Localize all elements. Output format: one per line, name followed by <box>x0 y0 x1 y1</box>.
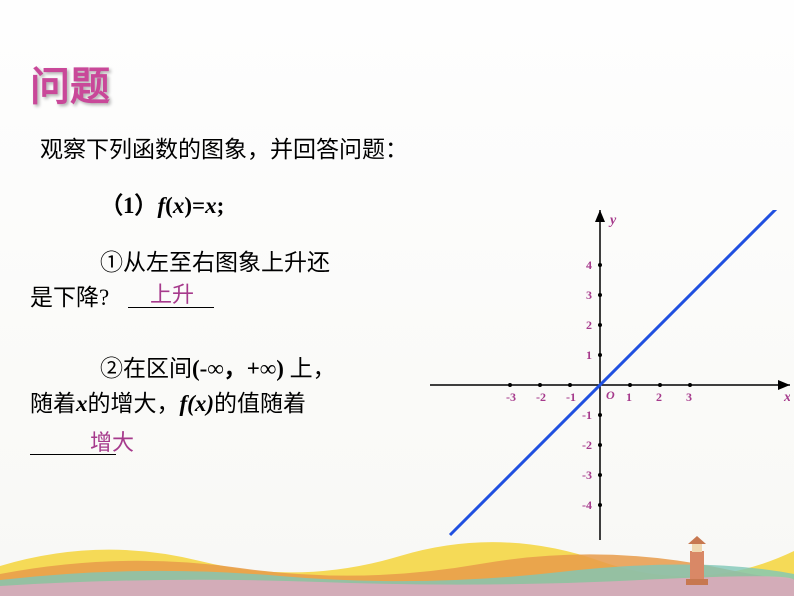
q2-l2b: 的增大， <box>88 391 180 416</box>
answer-2: 增大 <box>90 425 134 457</box>
coordinate-chart: x y O -3 -2 -1 1 2 3 1 2 3 4 -1 -2 -3 -4 <box>430 210 790 540</box>
svg-text:-1: -1 <box>566 390 576 404</box>
svg-text:1: 1 <box>626 390 632 404</box>
q1-l2: 是下降? <box>30 285 109 310</box>
question-2: ②在区间(-∞，+∞) 上， 随着x的增大，f(x)的值随着 <box>100 352 460 421</box>
svg-text:-2: -2 <box>582 438 592 452</box>
function-definition: （1）f(x)=x; <box>100 186 224 220</box>
q2-interval: (-∞，+∞) <box>192 356 284 381</box>
func-num: （1） <box>100 193 158 218</box>
q2-a: ②在区间 <box>100 356 192 381</box>
q2-l2c: 的值随着 <box>214 391 306 416</box>
svg-text:-3: -3 <box>582 468 592 482</box>
q2-px: (x) <box>187 391 214 416</box>
answer-1: 上升 <box>150 277 194 309</box>
svg-text:2: 2 <box>656 390 662 404</box>
svg-text:2: 2 <box>586 318 592 332</box>
svg-text:3: 3 <box>686 390 692 404</box>
svg-text:3: 3 <box>586 288 592 302</box>
svg-text:-2: -2 <box>536 390 546 404</box>
svg-text:1: 1 <box>586 348 592 362</box>
svg-text:4: 4 <box>586 258 592 272</box>
svg-text:-3: -3 <box>506 390 516 404</box>
q2-x: x <box>76 391 88 416</box>
q2-c: 上， <box>284 356 336 381</box>
func-eq: )= <box>184 193 205 218</box>
svg-text:x: x <box>783 390 790 405</box>
decorative-wave <box>0 526 794 596</box>
svg-text:-1: -1 <box>582 408 592 422</box>
func-x: x <box>173 193 185 218</box>
question-1: ①从左至右图象上升还 是下降? <box>100 246 420 315</box>
underline-2 <box>30 454 116 455</box>
svg-text:y: y <box>608 213 617 228</box>
underline-1 <box>128 307 214 308</box>
svg-text:O: O <box>606 388 615 402</box>
func-rhs: x <box>205 193 217 218</box>
page-title: 问题 <box>30 54 110 112</box>
func-paren1: ( <box>165 193 173 218</box>
intro-text: 观察下列函数的图象，并回答问题： <box>40 130 408 164</box>
q2-l2a: 随着 <box>30 391 76 416</box>
svg-text:-4: -4 <box>582 498 592 512</box>
func-semi: ; <box>217 193 225 218</box>
q1-l1: ①从左至右图象上升还 <box>100 250 330 275</box>
